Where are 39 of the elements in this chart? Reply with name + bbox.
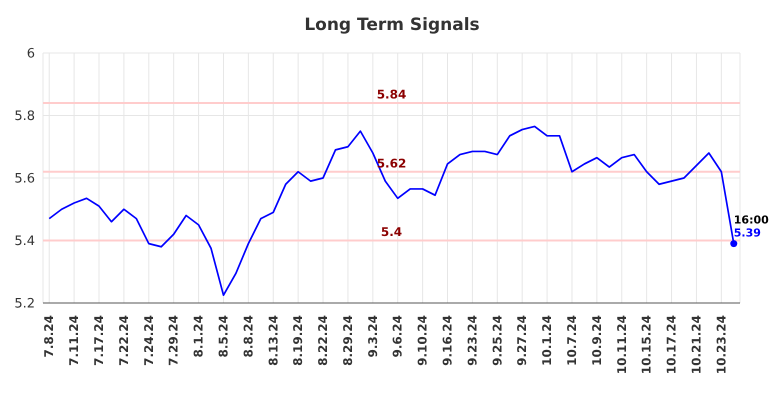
x-tick-label: 10.1.24 bbox=[540, 315, 554, 366]
y-tick-label: 5.2 bbox=[14, 296, 35, 312]
chart-title: Long Term Signals bbox=[303, 15, 481, 35]
x-tick-label: 10.21.24 bbox=[689, 315, 704, 374]
x-tick-label: 10.15.24 bbox=[640, 315, 654, 374]
y-tick-label: 5.6 bbox=[14, 172, 35, 187]
x-tick-label: 10.11.24 bbox=[614, 315, 629, 374]
x-tick-label: 8.29.24 bbox=[340, 315, 355, 366]
x-tick-label: 7.17.24 bbox=[92, 315, 106, 366]
x-tick-label: 8.8.24 bbox=[241, 315, 256, 358]
ref-line-label: 5.62 bbox=[376, 156, 406, 170]
x-tick-label: 8.22.24 bbox=[316, 315, 330, 366]
x-tick-label: 8.1.24 bbox=[192, 315, 206, 358]
y-tick-label: 5.4 bbox=[14, 234, 35, 250]
ref-line-label: 5.84 bbox=[376, 88, 406, 102]
x-tick-label: 7.24.24 bbox=[142, 315, 156, 366]
x-tick-label: 9.27.24 bbox=[515, 315, 530, 366]
x-tick-label: 7.22.24 bbox=[116, 315, 131, 366]
x-tick-label: 7.11.24 bbox=[67, 315, 82, 366]
ref-line-label: 5.4 bbox=[380, 225, 402, 240]
x-tick-label: 9.16.24 bbox=[440, 315, 455, 366]
x-tick-label: 8.5.24 bbox=[216, 315, 230, 358]
x-tick-label: 10.17.24 bbox=[664, 315, 679, 374]
x-tick-label: 9.25.24 bbox=[490, 315, 504, 366]
x-tick-label: 7.8.24 bbox=[42, 315, 56, 358]
x-tick-label: 9.23.24 bbox=[465, 315, 480, 366]
x-tick-label: 8.13.24 bbox=[266, 315, 280, 366]
x-tick-label: 9.6.24 bbox=[390, 315, 405, 358]
x-tick-label: 8.19.24 bbox=[291, 315, 306, 366]
x-tick-label: 9.10.24 bbox=[416, 315, 430, 366]
x-tick-label: 10.7.24 bbox=[564, 315, 579, 366]
y-tick-label: 6 bbox=[26, 46, 35, 62]
x-tick-label: 10.9.24 bbox=[590, 315, 604, 366]
data-label: 5.39 bbox=[734, 226, 761, 240]
x-tick-label: 9.3.24 bbox=[366, 315, 380, 358]
y-tick-label: 5.8 bbox=[14, 109, 35, 124]
x-tick-label: 7.29.24 bbox=[166, 315, 181, 366]
x-tick-label: 10.23.24 bbox=[714, 315, 728, 374]
annotation: 16:00 bbox=[734, 214, 770, 227]
